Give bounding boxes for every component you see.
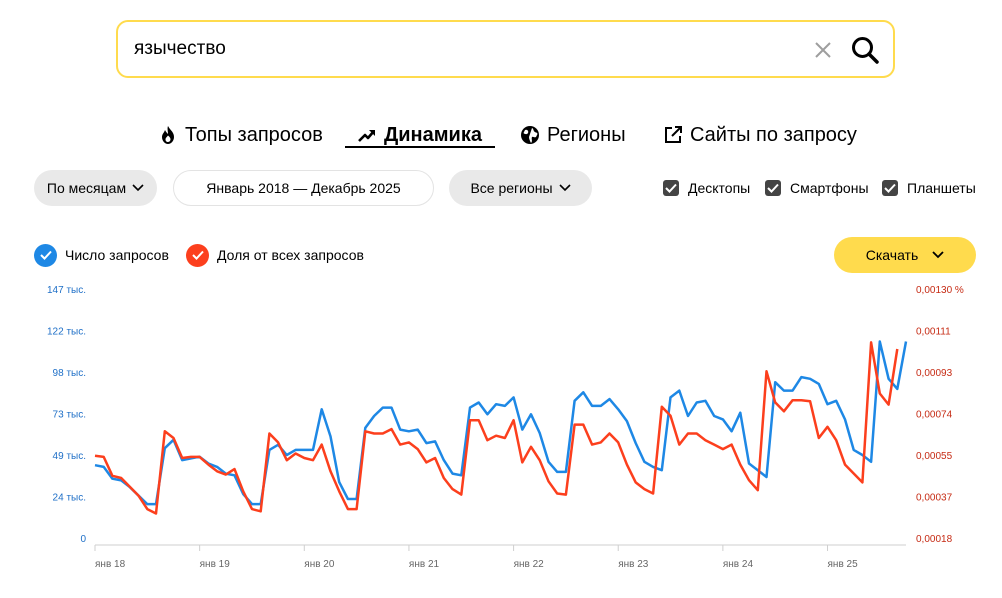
period-select-label: По месяцам <box>46 180 127 196</box>
y-left-tick-label: 73 тыс. <box>53 410 86 421</box>
legend-toggle-queries[interactable]: Число запросов <box>34 243 169 267</box>
globe-icon <box>521 126 539 144</box>
date-range-picker[interactable]: Январь 2018 — Декабрь 2025 <box>173 170 434 206</box>
tab-label: Динамика <box>384 123 482 146</box>
series-line-share <box>94 341 899 515</box>
y-left-tick-label: 147 тыс. <box>47 285 86 296</box>
y-right-tick-label: 0,00018 <box>916 534 953 545</box>
y-right-tick-label: 0,00055 <box>916 451 953 462</box>
checkbox-desktops[interactable]: Десктопы <box>663 178 750 198</box>
tab-tops[interactable]: Топы запросов <box>158 120 323 150</box>
close-icon[interactable] <box>812 39 834 61</box>
checkbox-smartphones[interactable]: Смартфоны <box>765 178 869 198</box>
x-tick-label: янв 18 <box>95 559 126 570</box>
checkbox-label: Планшеты <box>907 180 976 196</box>
chevron-down-icon <box>932 251 944 259</box>
region-select[interactable]: Все регионы <box>449 170 592 206</box>
tab-dynamics[interactable]: Динамика <box>357 120 482 150</box>
search-input[interactable]: язычество <box>134 38 226 59</box>
y-left-tick-label: 24 тыс. <box>53 493 86 504</box>
download-button[interactable]: Скачать <box>834 237 976 273</box>
legend-label: Число запросов <box>65 247 169 263</box>
y-left-tick-label: 122 тыс. <box>47 327 86 338</box>
tab-label: Регионы <box>547 123 626 146</box>
y-left-tick-label: 49 тыс. <box>53 451 86 462</box>
y-right-tick-label: 0,00111 <box>916 327 951 338</box>
tab-regions[interactable]: Регионы <box>520 120 626 150</box>
checkbox-label: Десктопы <box>688 180 751 196</box>
x-tick-label: янв 24 <box>723 559 754 570</box>
chevron-down-icon <box>558 184 571 192</box>
legend-toggle-share[interactable]: Доля от всех запросов <box>186 243 364 267</box>
x-tick-label: янв 21 <box>409 559 440 570</box>
check-circle-icon <box>34 243 57 267</box>
y-right-tick-label: 0,00130 % <box>916 285 964 296</box>
x-tick-label: янв 22 <box>514 559 545 570</box>
tab-label: Топы запросов <box>185 123 323 146</box>
trend-up-icon <box>358 130 375 142</box>
checkbox-checked-icon <box>765 180 781 196</box>
tabs: Топы запросов Динамика Регионы Сайты по … <box>0 120 1002 152</box>
y-left-tick-label: 98 тыс. <box>53 368 86 379</box>
tab-label: Сайты по запросу <box>690 123 857 146</box>
tab-sites[interactable]: Сайты по запросу <box>663 120 857 150</box>
checkbox-checked-icon <box>882 180 898 196</box>
chevron-down-icon <box>132 184 144 192</box>
external-link-icon <box>665 126 682 143</box>
x-tick-label: янв 25 <box>828 559 859 570</box>
x-tick-label: янв 23 <box>618 559 649 570</box>
checkbox-tablets[interactable]: Планшеты <box>882 178 976 198</box>
y-left-tick-label: 0 <box>80 534 86 545</box>
download-label: Скачать <box>865 247 919 263</box>
dynamics-chart: 0 24 тыс. 49 тыс. 73 тыс. 98 тыс. 122 тыс. 147… <box>47 285 964 570</box>
x-tick-label: янв 20 <box>304 559 335 570</box>
search-box[interactable]: язычество <box>116 20 895 78</box>
checkbox-label: Смартфоны <box>790 180 869 196</box>
date-range-label: Январь 2018 — Декабрь 2025 <box>206 180 401 196</box>
region-select-label: Все регионы <box>470 180 553 196</box>
active-tab-underline <box>345 146 495 148</box>
y-right-tick-label: 0,00093 <box>916 368 953 379</box>
legend-label: Доля от всех запросов <box>217 247 364 263</box>
search-icon[interactable] <box>850 35 880 65</box>
y-right-tick-label: 0,00037 <box>916 493 953 504</box>
x-tick-label: янв 19 <box>200 559 231 570</box>
period-select[interactable]: По месяцам <box>34 170 157 206</box>
y-right-tick-label: 0,00074 <box>916 410 953 421</box>
flame-icon <box>162 126 174 144</box>
checkbox-checked-icon <box>663 180 679 196</box>
check-circle-icon <box>186 243 209 267</box>
series-line-queries <box>94 340 908 506</box>
